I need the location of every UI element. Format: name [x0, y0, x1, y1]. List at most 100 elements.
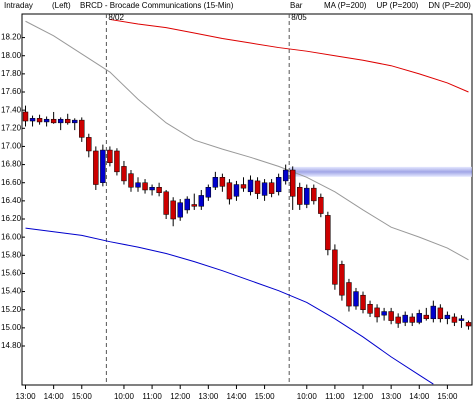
candle-body	[360, 294, 366, 310]
candle-body	[318, 196, 324, 214]
y-tick-label: 18.00	[1, 51, 22, 60]
candle-body	[444, 314, 451, 320]
candle-body	[22, 111, 29, 122]
candle-body	[114, 150, 120, 173]
candle-body	[275, 177, 282, 193]
x-tick-label: 10:00	[114, 392, 135, 401]
candle-body	[289, 169, 296, 197]
candle-body	[72, 119, 78, 124]
candle-body	[437, 307, 444, 320]
y-tick-label: 17.80	[1, 69, 22, 78]
candle-body	[79, 119, 85, 138]
x-tick-label: 11:00	[325, 392, 345, 401]
candle-body	[374, 307, 380, 318]
candle-body	[416, 313, 422, 323]
y-tick-label: 15.00	[1, 323, 22, 332]
candle-body	[381, 311, 387, 316]
y-tick-label: 15.40	[1, 287, 22, 296]
candle-body	[240, 184, 247, 189]
candle-body	[205, 187, 212, 198]
candle-body	[465, 322, 472, 327]
candle-body	[121, 166, 127, 182]
x-tick-label: 14:00	[226, 392, 247, 401]
candle-body	[346, 282, 352, 307]
candle-body	[149, 187, 155, 191]
y-tick-label: 16.00	[1, 232, 22, 241]
candle-body	[170, 200, 176, 220]
candle-body	[304, 187, 310, 205]
candle-body	[388, 311, 394, 321]
candle-body	[451, 316, 458, 323]
y-tick-label: 16.80	[1, 160, 22, 169]
candle-body	[430, 305, 437, 320]
plot-area	[22, 14, 472, 385]
candle-body	[198, 195, 205, 207]
indicator-line	[109, 18, 469, 93]
legend-label: UP (P=200)	[376, 1, 418, 10]
candle-body	[226, 182, 233, 200]
x-tick-label: 13:00	[198, 392, 219, 401]
candle-body	[86, 137, 92, 152]
header-text: (Left)	[52, 1, 71, 10]
y-tick-label: 14.80	[1, 341, 22, 350]
candle-body	[191, 204, 197, 207]
x-tick-label: 12:00	[353, 392, 374, 401]
candle-body	[409, 316, 415, 323]
candle-body	[64, 118, 71, 124]
y-tick-label: 17.00	[1, 142, 22, 151]
indicator-line	[25, 20, 469, 261]
candle-body	[100, 149, 106, 183]
candle-body	[43, 118, 50, 123]
day-label: 8/05	[291, 13, 307, 22]
candle-body	[233, 184, 240, 197]
x-tick-label: 14:00	[44, 392, 65, 401]
header-text: Intraday	[4, 1, 33, 10]
x-tick-label: 11:00	[142, 392, 162, 401]
candle-body	[107, 149, 113, 164]
x-tick-label: 12:00	[170, 392, 191, 401]
candle-body	[395, 316, 401, 324]
x-tick-label: 15:00	[72, 392, 93, 401]
candle-body	[367, 304, 373, 314]
legend-label: MA (P=200)	[324, 1, 367, 10]
y-tick-label: 15.60	[1, 269, 22, 278]
candle-body	[219, 177, 226, 187]
candle-body	[458, 318, 465, 321]
indicator-line	[25, 227, 434, 385]
candle-body	[332, 249, 338, 285]
x-tick-label: 15:00	[255, 392, 276, 401]
x-tick-label: 10:00	[297, 392, 318, 401]
x-tick-label: 13:00	[16, 392, 37, 401]
candle-body	[163, 191, 169, 215]
candle-body	[156, 187, 162, 193]
highlight-band	[289, 166, 472, 177]
candle-body	[57, 118, 64, 124]
x-tick-label: 15:00	[437, 392, 458, 401]
candle-body	[29, 118, 36, 122]
candle-body	[184, 198, 190, 211]
candle-body	[339, 264, 345, 296]
candle-body	[128, 173, 134, 188]
candle-body	[142, 182, 148, 191]
header-text: BRCD - Brocade Communications (15-Min)	[80, 1, 234, 10]
candle-body	[297, 187, 303, 205]
header-text: Bar	[290, 1, 303, 10]
day-label: 8/02	[108, 13, 124, 22]
candle-body	[247, 179, 254, 193]
candle-body	[268, 182, 275, 194]
candle-body	[261, 182, 268, 196]
candle-body	[325, 215, 331, 251]
candle-body	[402, 314, 408, 323]
candle-body	[135, 182, 141, 188]
x-tick-label: 13:00	[381, 392, 402, 401]
candle-body	[282, 169, 289, 182]
candle-body	[93, 150, 99, 185]
legend-label: DN (P=200)	[428, 1, 471, 10]
y-tick-label: 16.60	[1, 178, 22, 187]
candle-body	[353, 291, 359, 307]
candle-body	[311, 187, 317, 202]
candle-body	[177, 202, 183, 218]
y-tick-label: 17.40	[1, 105, 22, 114]
y-tick-label: 18.20	[1, 33, 22, 42]
